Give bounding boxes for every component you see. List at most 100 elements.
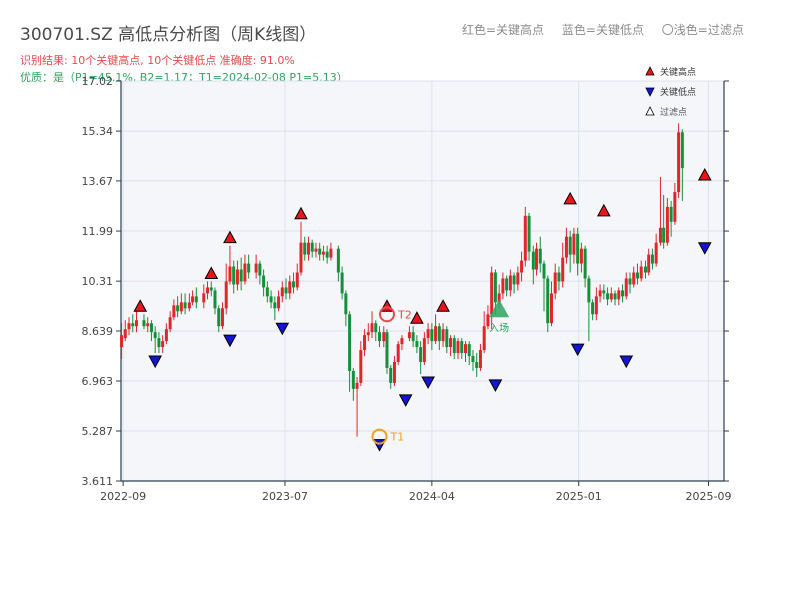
key-low-marker — [398, 394, 413, 407]
candle-body — [572, 233, 576, 255]
candle-body — [523, 215, 527, 261]
candle-body — [217, 308, 221, 327]
key-high-marker — [204, 266, 219, 279]
candle-body — [650, 254, 654, 264]
legend-filtered-icon — [645, 106, 655, 116]
candle-body — [359, 350, 363, 383]
candle-body — [520, 260, 524, 273]
candle-body — [187, 302, 191, 309]
candle-body — [662, 227, 666, 243]
candle-body — [277, 296, 281, 309]
candle-body — [467, 344, 471, 357]
candle-body — [161, 341, 165, 348]
candle-body — [564, 236, 568, 258]
candle-body — [329, 248, 333, 258]
candle-body — [680, 132, 684, 169]
candle-body — [146, 323, 150, 327]
candle-body — [407, 332, 411, 339]
candle-body — [598, 290, 602, 297]
candle-body — [527, 215, 531, 252]
candle-body — [463, 344, 467, 354]
candle-body — [262, 275, 266, 288]
candle-body — [617, 290, 621, 300]
candle-body — [542, 263, 546, 279]
candle-body — [292, 281, 296, 288]
candle-body — [677, 132, 681, 192]
candle-body — [624, 278, 628, 297]
candle-body — [325, 251, 329, 258]
candle-body — [501, 278, 505, 294]
candle-body — [561, 257, 565, 282]
candle-body — [157, 338, 161, 348]
legend-high-label: 关键高点 — [660, 66, 696, 78]
key-high-marker — [563, 191, 578, 205]
entry-label: 入场 — [489, 321, 509, 334]
candle-body — [224, 281, 228, 309]
candle-body — [445, 329, 449, 348]
x-tick-label: 2025-01 — [556, 490, 602, 503]
candle-body — [632, 272, 636, 285]
candle-body — [647, 254, 651, 273]
candle-body — [363, 335, 367, 351]
y-tick-label: 11.99 — [82, 225, 114, 238]
key-high-marker — [596, 203, 611, 217]
candle-body — [232, 266, 236, 285]
y-tick-label: 17.02 — [82, 75, 114, 88]
candle-body — [131, 323, 135, 327]
candle-body — [568, 236, 572, 255]
candle-body — [295, 272, 299, 288]
key-low-marker — [275, 322, 290, 336]
candle-body — [194, 296, 198, 303]
key-high-marker — [436, 299, 450, 312]
candle-body — [172, 305, 176, 318]
t2-label: T2 — [397, 308, 412, 321]
candle-body — [415, 341, 419, 348]
candle-body — [366, 332, 370, 336]
candle-body — [538, 248, 542, 264]
candle-body — [411, 332, 415, 342]
candle-body — [606, 293, 610, 300]
candle-body — [591, 302, 595, 315]
candle-body — [127, 323, 131, 330]
candle-body — [549, 293, 553, 324]
candle-body — [310, 242, 314, 252]
candle-body — [220, 308, 224, 327]
candle-body — [336, 248, 340, 273]
candle-body — [318, 248, 322, 255]
y-tick-label: 13.67 — [82, 175, 114, 188]
candle-body — [508, 275, 512, 291]
x-tick-label: 2023-07 — [262, 490, 308, 503]
legend-low-label: 关键低点 — [660, 86, 696, 98]
candle-body — [516, 272, 520, 285]
candle-body — [314, 248, 318, 252]
y-tick-label: 3.611 — [82, 475, 114, 488]
candle-body — [452, 338, 456, 354]
candle-body — [535, 248, 539, 270]
legend-low-icon — [645, 87, 655, 97]
candle-body — [123, 329, 127, 339]
candle-body — [303, 242, 307, 255]
candle-body — [594, 296, 598, 315]
candle-body — [206, 287, 210, 294]
key-low-marker — [697, 242, 712, 255]
legend-high-icon — [645, 66, 655, 76]
top-color-legend: 红色=关键高点 蓝色=关键低点 〇浅色=过滤点 — [462, 21, 758, 38]
y-tick-label: 10.31 — [82, 275, 114, 288]
candle-body — [449, 338, 453, 348]
candle-body — [284, 287, 288, 294]
key-low-marker — [570, 343, 585, 357]
t1-ring — [371, 428, 388, 445]
candle-body — [430, 329, 434, 342]
key-high-marker — [410, 311, 424, 324]
legend-filtered-label: 过滤点 — [660, 106, 687, 118]
candle-body — [239, 269, 243, 282]
candle-body — [142, 320, 146, 327]
x-tick-label: 2025-09 — [686, 490, 732, 503]
candle-body — [490, 272, 494, 315]
candle-body — [512, 275, 516, 285]
candle-body — [254, 263, 258, 273]
candle-body — [321, 251, 325, 255]
key-low-marker — [488, 379, 503, 392]
candle-body — [579, 248, 583, 264]
candle-body — [265, 287, 269, 297]
